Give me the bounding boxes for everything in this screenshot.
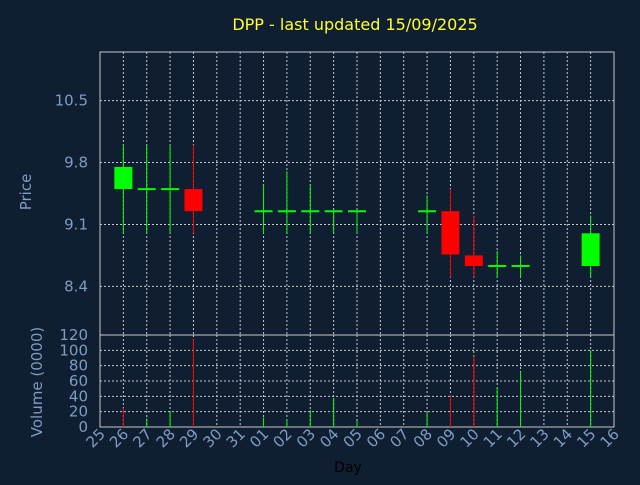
price-tick-label: 9.8 (64, 154, 88, 172)
candle-body (114, 166, 133, 190)
price-tick-label: 10.5 (55, 92, 88, 110)
x-tick-labels: 2526272829303101020304050607080910111213… (83, 425, 623, 451)
candle-body (184, 189, 203, 212)
volume-tick-label: 0 (78, 418, 88, 436)
price-panel: 8.4 9.1 9.8 10.5 (55, 51, 615, 336)
price-axis-label: Price (17, 174, 35, 211)
volume-tick-label: 100 (59, 341, 88, 359)
volume-tick-label: 60 (69, 372, 88, 390)
volume-tick-label: 20 (69, 403, 88, 421)
volume-tick-label: 40 (69, 387, 88, 405)
volume-tick-label: 120 (59, 326, 88, 344)
candle-body (441, 211, 460, 255)
candle-body (464, 255, 483, 267)
chart-title: DPP - last updated 15/09/2025 (232, 15, 477, 34)
price-tick-label: 9.1 (64, 215, 88, 233)
volume-axis-label: Volume (0000) (28, 327, 46, 437)
candle-body (581, 233, 600, 267)
day-axis-label: Day (334, 460, 362, 476)
volume-tick-label: 80 (69, 357, 88, 375)
price-tick-label: 8.4 (64, 277, 88, 295)
